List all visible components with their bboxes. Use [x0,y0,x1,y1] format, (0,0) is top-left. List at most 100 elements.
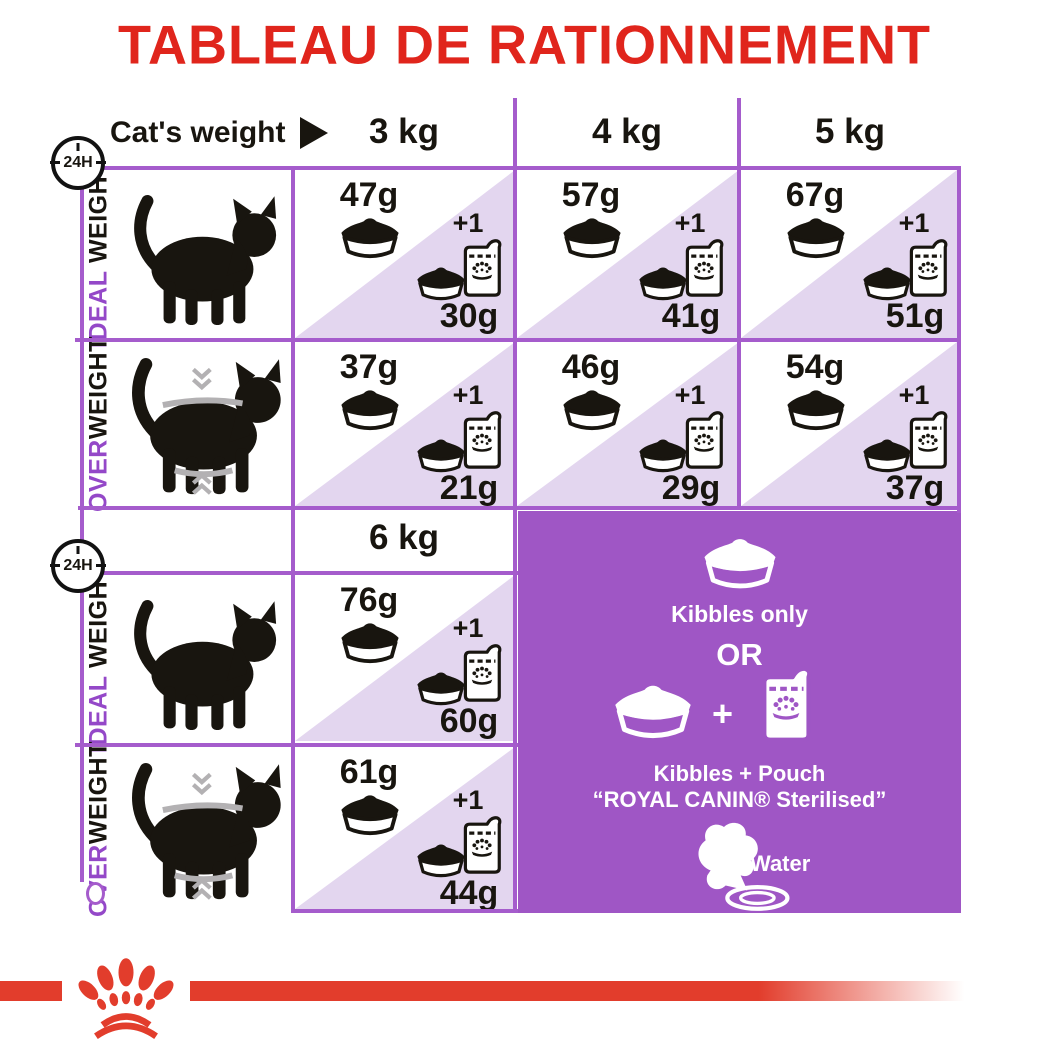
grid-line-v-right [957,166,961,513]
grid-line-h1 [78,166,961,170]
ration-cell-ideal-6kg: 76g +1 60g [295,575,515,741]
kibbles-bowl-icon [777,384,855,432]
kibbles-with-pouch-amount: 30g [439,297,499,335]
row-label-rest: WEIGHT [84,336,113,440]
feeding-options-panel: Kibbles only OR + Kibbles + Pouch “ROYAL… [518,511,961,913]
ration-cell-over-6kg: 61g +1 44g [295,747,515,912]
column-header-3kg: 3 kg [368,112,440,151]
kibbles-bowl-icon [553,212,631,260]
plus-one-pouch-label: +1 [452,785,484,815]
grid-line-v3 [737,98,741,510]
pouch-icon [681,404,727,474]
kibbles-bowl-icon [331,789,409,837]
clock-24h-label: 24H [63,557,93,574]
grid-line-h5 [75,743,518,747]
row-label-accent: OVER [84,439,113,512]
kibbles-only-amount: 47g [339,176,399,214]
kibbles-with-pouch-amount: 21g [439,469,499,507]
ideal-weight-cat-icon [115,188,285,330]
plus-one-pouch-label: +1 [898,208,930,238]
kibbles-bowl-white-icon [692,531,788,591]
or-label: OR [716,637,763,672]
pouch-icon [905,404,951,474]
clock-24h-icon-2: 24H [50,539,106,593]
kibbles-only-amount: 76g [339,581,399,619]
row-label-ideal-weight-6kg: IDEAL WEIGHT [82,565,116,753]
plus-one-pouch-label: +1 [452,208,484,238]
kibbles-bowl-icon [331,212,409,260]
kibbles-bowl-icon [553,384,631,432]
clock-24h-label: 24H [63,154,93,171]
kibbles-only-amount: 54g [785,348,845,386]
kibbles-with-pouch-amount: 37g [885,469,945,507]
column-header-4kg: 4 kg [591,112,663,151]
clock-tick-left [50,564,60,567]
plus-one-pouch-label: +1 [898,380,930,410]
plus-one-pouch-label: +1 [674,208,706,238]
kibbles-bowl-icon [331,384,409,432]
ration-cell-over-3kg: 37g +1 21g [295,342,515,507]
kibbles-with-pouch-amount: 41g [661,297,721,335]
arrow-right-icon [299,117,328,149]
row-label-ideal-weight: IDEAL WEIGHT [82,160,116,348]
cats-weight-header: Cat's weight [110,116,328,150]
ration-cell-ideal-3kg: 47g +1 30g [295,170,515,338]
ideal-weight-cat-icon-6kg [115,593,285,735]
ration-cell-over-4kg: 46g +1 29g [517,342,739,507]
cats-weight-label: Cat's weight [110,116,286,149]
clock-tick-right [96,564,106,567]
ration-cell-over-5kg: 54g +1 37g [741,342,957,507]
plus-sign: + [712,693,734,734]
pouch-icon [905,232,951,302]
kibbles-with-pouch-amount: 60g [439,702,499,740]
kibbles-only-amount: 61g [339,753,399,791]
pouch-icon [459,404,505,474]
grid-line-v1 [291,166,295,913]
grid-line-h4 [100,571,518,575]
royal-canin-crown-logo [64,946,188,1040]
pouch-icon [459,232,505,302]
pouch-icon [681,232,727,302]
column-header-5kg: 5 kg [814,112,886,151]
plus-one-pouch-label: +1 [452,380,484,410]
brand-bar-right [190,981,980,1001]
grid-end-ring [86,882,105,905]
grid-line-h2 [75,338,961,342]
clock-24h-icon: 24H [50,136,106,190]
ration-cell-ideal-5kg: 67g +1 51g [741,170,957,338]
kibbles-only-amount: 57g [561,176,621,214]
kibbles-with-pouch-amount: 44g [439,874,499,912]
clock-tick-right [96,161,106,164]
overweight-cat-icon-6kg [112,755,290,905]
kibbles-only-amount: 67g [785,176,845,214]
royal-canin-sterilised-label: “ROYAL CANIN® Sterilised” [592,787,887,812]
kibbles-only-amount: 37g [339,348,399,386]
kibbles-bowl-icon [777,212,855,260]
pouch-icon [459,637,505,707]
grid-line-v-left [80,168,84,882]
pouch-icon [459,809,505,879]
clock-tick-left [50,161,60,164]
grid-line-h6 [291,909,518,913]
row-label-accent: OVER [84,844,113,917]
kibbles-only-amount: 46g [561,348,621,386]
kibbles-bowl-white-icon [602,677,704,741]
grid-line-v2 [513,98,517,913]
plus-one-pouch-label: +1 [452,613,484,643]
row-label-rest: WEIGHT [84,741,113,845]
brand-bar-left [0,981,62,1001]
water-label: Water [750,851,811,876]
kibbles-with-pouch-amount: 51g [885,297,945,335]
column-header-6kg: 6 kg [368,518,440,557]
page-title: TABLEAU DE RATIONNEMENT [118,14,931,76]
kibbles-with-pouch-amount: 29g [661,469,721,507]
kibbles-pouch-label: Kibbles + Pouch [653,761,826,786]
kibbles-bowl-icon [331,617,409,665]
overweight-cat-icon [112,350,290,500]
ration-cell-ideal-4kg: 57g +1 41g [517,170,739,338]
pouch-white-icon [756,659,816,747]
kibbles-only-label: Kibbles only [671,601,808,627]
plus-one-pouch-label: +1 [674,380,706,410]
grid-line-h3 [78,506,961,510]
